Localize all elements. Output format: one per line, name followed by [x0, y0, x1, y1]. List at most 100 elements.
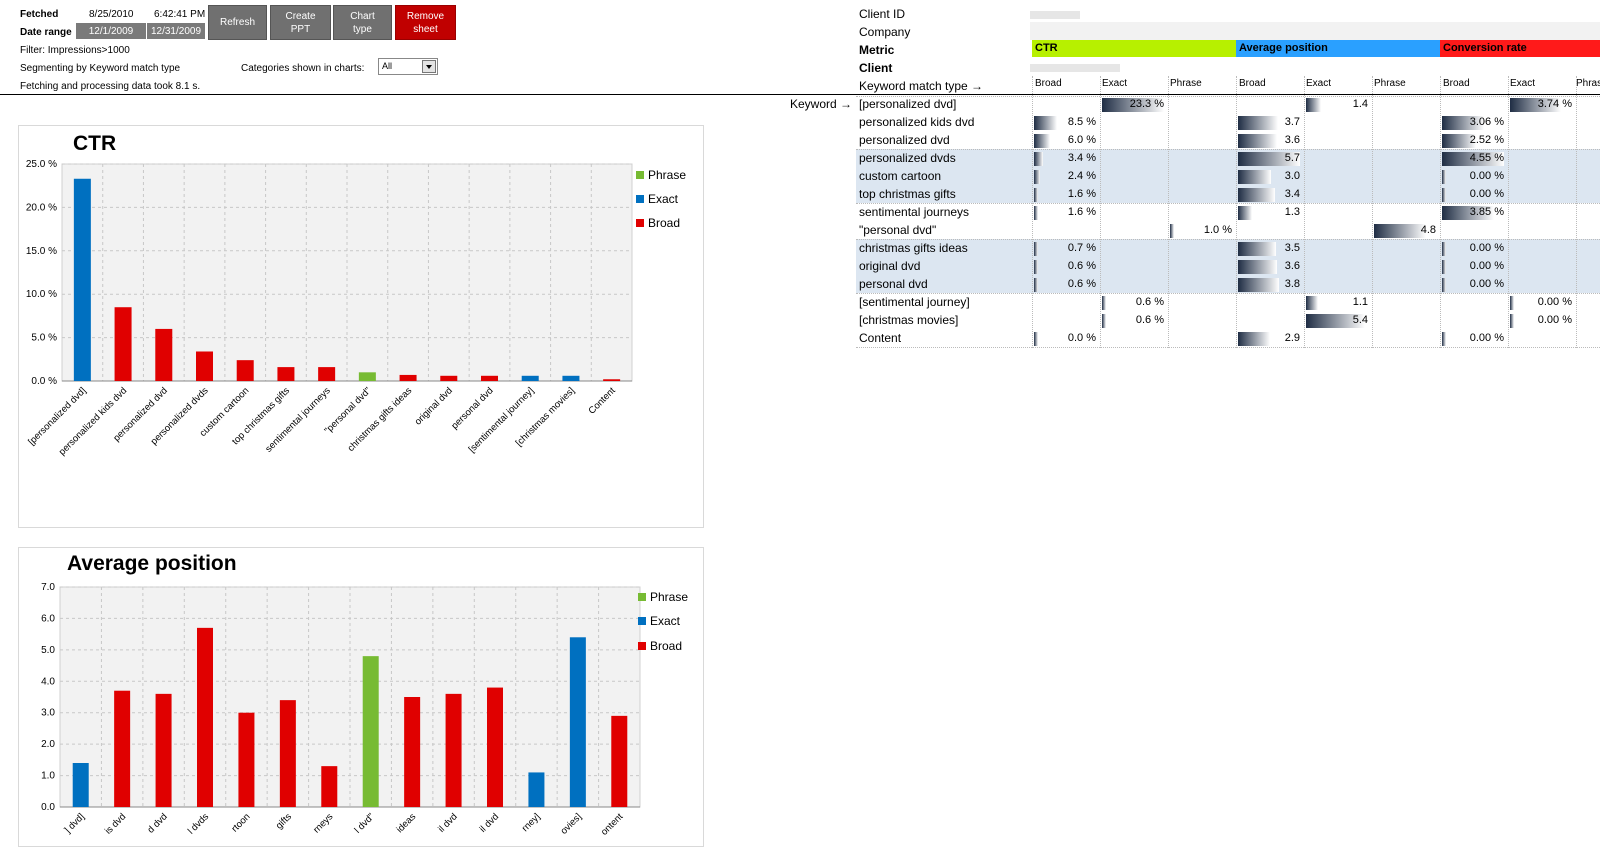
- legend-phrase-label-2: Phrase: [650, 590, 689, 604]
- remove-sheet-button[interactable]: Remove sheet: [395, 5, 456, 40]
- data-bar: [1442, 134, 1476, 148]
- table-cell-pos: 5.7: [1284, 152, 1300, 164]
- table-row-keyword: sentimental journeys: [859, 205, 970, 219]
- table-cell-pos: 3.6: [1284, 260, 1300, 272]
- data-bar: [1034, 116, 1057, 130]
- sub-ctr-phrase: Phrase: [1170, 78, 1202, 89]
- x-tick-label: d dvd: [145, 811, 169, 835]
- chevron-down-icon[interactable]: [422, 60, 436, 73]
- remove-sheet-label-1: Remove: [406, 10, 445, 22]
- data-bar: [1034, 188, 1038, 202]
- x-tick-label: ideas: [394, 811, 418, 835]
- bar: [569, 637, 586, 807]
- grid-line: [1576, 76, 1577, 348]
- legend-broad-label-2: Broad: [650, 639, 683, 653]
- x-tick-label: Content: [586, 385, 618, 417]
- data-bar: [1442, 152, 1504, 166]
- date-to-field[interactable]: 12/31/2009: [147, 23, 205, 39]
- data-bar: [1238, 188, 1275, 202]
- data-bar: [1238, 134, 1277, 148]
- table-cell-ctr: 8.5 %: [1067, 116, 1096, 128]
- table-cell-ctr: 2.4 %: [1067, 170, 1096, 182]
- company-label: Company: [859, 25, 911, 39]
- data-bar: [1442, 278, 1446, 292]
- metric-header-conv: Conversion rate: [1440, 40, 1600, 57]
- avgpos-chart-title: Average position: [67, 552, 237, 575]
- bar: [358, 372, 376, 381]
- table-cell-pos: 1.3: [1284, 206, 1300, 218]
- legend-phrase-swatch: [636, 171, 644, 179]
- bar: [562, 375, 580, 381]
- date-range-label: Date range: [20, 27, 72, 38]
- data-bar: [1034, 260, 1038, 274]
- table-cell-conv: 0.00 %: [1469, 170, 1504, 182]
- table-cell-ctr: 0.0 %: [1067, 332, 1096, 344]
- y-tick-label: 25.0 %: [26, 159, 57, 170]
- data-bar: [1238, 206, 1252, 220]
- table-cell-ctr: 0.6 %: [1067, 278, 1096, 290]
- table-row-keyword: Content: [859, 331, 902, 345]
- bar: [611, 715, 628, 807]
- legend-exact-swatch-2: [638, 617, 646, 625]
- keyword-label: Keyword →: [790, 97, 853, 111]
- categories-select[interactable]: All: [378, 58, 438, 75]
- table-cell-ctr: 0.6 %: [1067, 260, 1096, 272]
- legend-exact-label-2: Exact: [650, 614, 681, 628]
- sub-conv-phrase: Phras: [1576, 78, 1600, 89]
- table-cell-conv: 3.06 %: [1469, 116, 1504, 128]
- legend-phrase-swatch-2: [638, 593, 646, 601]
- table-row-keyword: custom cartoon: [859, 169, 942, 183]
- date-from-field[interactable]: 12/1/2009: [76, 23, 146, 39]
- bar: [197, 627, 213, 807]
- create-ppt-button[interactable]: Create PPT: [270, 5, 331, 40]
- fetched-time: 6:42:41 PM: [154, 9, 206, 20]
- y-tick-label: 20.0 %: [26, 202, 57, 213]
- data-bar: [1442, 332, 1446, 346]
- legend-exact: Exact: [636, 192, 678, 206]
- y-tick-label: 0.0: [41, 802, 55, 813]
- metric-header-ctr: CTR: [1032, 40, 1236, 57]
- bar: [277, 367, 295, 381]
- data-bar: [1510, 98, 1561, 112]
- bar: [404, 697, 421, 807]
- client-value: [1030, 64, 1120, 72]
- create-ppt-label-1: Create: [285, 10, 316, 22]
- sub-pos-broad: Broad: [1239, 78, 1266, 89]
- bar: [487, 687, 503, 807]
- table-row-keyword: personalized dvds: [859, 151, 956, 165]
- table-row-keyword: top christmas gifts: [859, 187, 956, 201]
- x-tick-label: il dvd: [478, 811, 501, 834]
- grid-line: [856, 347, 1600, 348]
- table-cell-pos: 3.5: [1284, 242, 1300, 254]
- bar: [238, 712, 255, 807]
- table-cell-pos: 2.9: [1284, 332, 1300, 344]
- refresh-button[interactable]: Refresh: [208, 5, 267, 40]
- data-bar: [1102, 314, 1106, 328]
- table-cell-conv: 0.00 %: [1537, 314, 1572, 326]
- bar: [155, 328, 173, 381]
- legend-phrase-2: Phrase: [638, 590, 688, 604]
- x-tick-label: gifts: [274, 811, 294, 831]
- y-tick-label: 5.0 %: [31, 333, 57, 344]
- bar: [528, 772, 545, 807]
- bar: [155, 693, 172, 807]
- filter-text: Filter: Impressions>1000: [20, 45, 130, 56]
- sub-ctr-exact: Exact: [1102, 78, 1128, 89]
- x-tick-label: rtoon: [229, 811, 252, 834]
- table-cell-ctr: 1.0 %: [1203, 224, 1232, 236]
- y-tick-label: 4.0: [41, 676, 55, 687]
- x-tick-label: l dvd": [352, 811, 376, 835]
- bar: [362, 656, 379, 807]
- table-cell-ctr: 3.4 %: [1067, 152, 1096, 164]
- table-cell-conv: 0.00 %: [1469, 278, 1504, 290]
- bar: [72, 763, 89, 807]
- table-cell-pos: 1.1: [1352, 296, 1368, 308]
- row-group-bg: [856, 239, 1600, 293]
- bar: [399, 374, 417, 381]
- data-bar: [1034, 278, 1038, 292]
- y-tick-label: 6.0: [41, 613, 55, 624]
- legend-phrase-label: Phrase: [648, 168, 687, 182]
- chart-type-button[interactable]: Chart type: [333, 5, 392, 40]
- x-tick-label: l dvds: [186, 811, 212, 837]
- table-row-keyword: [personalized dvd]: [859, 97, 957, 111]
